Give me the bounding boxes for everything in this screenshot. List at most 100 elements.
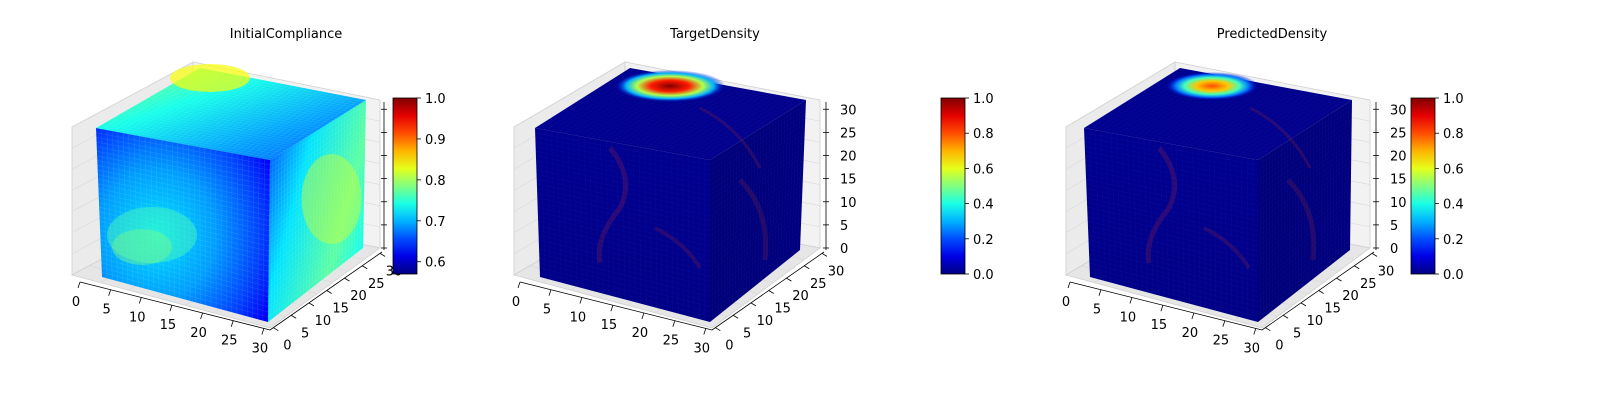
x-tick-label: 20 (190, 326, 207, 341)
y-tick-label: 20 (1342, 289, 1359, 304)
z-tick-label: 0 (840, 242, 848, 257)
panel-1: InitialCompliance05101520253005101520253… (70, 27, 446, 356)
colorbar-tick-label: 0.8 (1443, 127, 1464, 142)
cube-top-face (96, 68, 366, 160)
field-blob (107, 207, 197, 263)
y-tick-label: 25 (368, 277, 385, 292)
x-tick-label: 0 (72, 295, 80, 310)
x-tick-label: 25 (221, 334, 238, 349)
colorbar: 0.6 0.7 0.8 0.9 1.0 (392, 92, 446, 275)
x-tick (1160, 305, 1164, 312)
y-tick (1300, 302, 1307, 307)
x-axis (79, 281, 271, 331)
y-tick-label: 15 (1324, 302, 1341, 317)
colorbar-tick-label: 1.0 (425, 92, 446, 107)
colorbar-bar (940, 97, 966, 275)
y-tick (1354, 265, 1360, 270)
z-tick-label: 10 (1390, 196, 1407, 211)
internal-structure (596, 106, 769, 270)
x-tick-label: 10 (570, 310, 587, 325)
x-tick (517, 281, 521, 289)
x-tick (579, 297, 583, 304)
y-tick (273, 327, 279, 332)
x-tick (261, 328, 265, 335)
x-tick-label: 5 (1093, 303, 1101, 318)
x-tick (200, 312, 203, 320)
y-tick (1282, 314, 1289, 319)
colorbar-tick-label: 0.7 (425, 215, 446, 230)
density-hotspot (1166, 72, 1258, 100)
y-tick-label: 0 (1275, 339, 1283, 354)
x-tick (230, 320, 234, 327)
colorbar-tick-label: 0.9 (425, 133, 446, 148)
y-tick-label: 25 (1360, 277, 1377, 292)
z-tick-label: 30 (840, 103, 857, 118)
x-tick-label: 30 (252, 341, 269, 356)
z-tick-label: 10 (840, 196, 857, 211)
panel-3: PredictedDensity051015202530051015202530… (1062, 27, 1464, 356)
x-tick (1067, 281, 1071, 289)
y-tick (732, 314, 739, 319)
field-blob (301, 154, 362, 244)
z-tick-label: 15 (840, 173, 857, 188)
colorbar-tick-label: 0.0 (1443, 268, 1464, 283)
density-hotspot (615, 70, 725, 102)
panel-title: TargetDensity (669, 27, 760, 42)
y-tick-label: 0 (283, 339, 291, 354)
y-tick (786, 277, 792, 282)
cube-top-face (1084, 68, 1352, 160)
colorbar-tick-label: 0.6 (973, 162, 994, 177)
x-tick (548, 289, 552, 296)
x-axis (519, 281, 713, 331)
y-axis (269, 251, 383, 331)
y-tick (804, 265, 810, 270)
y-tick (308, 302, 315, 307)
x-tick-label: 15 (601, 318, 618, 333)
x-tick (703, 328, 707, 335)
x-tick-label: 25 (663, 334, 680, 349)
colorbar-tick-label: 0.2 (973, 233, 994, 248)
cube-front-face (96, 128, 270, 322)
y-tick-label: 20 (792, 289, 809, 304)
y-tick-label: 25 (810, 277, 827, 292)
x-tick-label: 30 (1244, 341, 1261, 356)
colorbar-tick-label: 1.0 (1443, 92, 1464, 107)
panel-title: PredictedDensity (1217, 27, 1328, 42)
y-tick (326, 290, 332, 294)
y-tick (379, 253, 386, 257)
colorbar-tick-label: 0.8 (425, 174, 446, 189)
z-tick-label: 25 (1390, 126, 1407, 141)
y-tick (821, 253, 828, 257)
z-tick-label: 15 (1390, 173, 1407, 188)
cube-right-face (1258, 100, 1352, 322)
colorbar-tick-label: 0.8 (973, 127, 994, 142)
y-tick-label: 5 (1293, 326, 1301, 341)
x-tick-label: 25 (1213, 334, 1230, 349)
x-tick-label: 10 (129, 310, 146, 325)
colorbar-tick-label: 0.6 (1443, 162, 1464, 177)
y-tick (715, 327, 721, 332)
x-tick-label: 20 (632, 326, 649, 341)
y-tick-label: 10 (1307, 314, 1324, 329)
z-tick-label: 20 (840, 150, 857, 165)
cube-front-face (535, 128, 710, 322)
y-tick-label: 0 (725, 339, 733, 354)
x-tick-label: 0 (512, 295, 520, 310)
colorbar: 0.0 0.2 0.4 0.6 0.8 1.0 (1410, 92, 1464, 283)
z-tick-label: 25 (840, 126, 857, 141)
cube-top-face (535, 68, 806, 160)
voxel-grid (1084, 68, 1353, 321)
x-tick-label: 15 (160, 318, 177, 333)
y-tick (1371, 253, 1378, 257)
z-tick-label: 5 (1390, 219, 1398, 234)
colorbar-bar (1410, 97, 1436, 275)
field-blob (112, 229, 172, 265)
x-tick-label: 10 (1120, 310, 1137, 325)
colorbar-tick-label: 0.4 (1443, 198, 1464, 213)
y-tick (344, 277, 350, 282)
x-tick-label: 15 (1151, 318, 1168, 333)
cube-right-face (268, 100, 366, 322)
y-tick (1265, 327, 1271, 332)
y-tick-label: 30 (828, 264, 845, 279)
